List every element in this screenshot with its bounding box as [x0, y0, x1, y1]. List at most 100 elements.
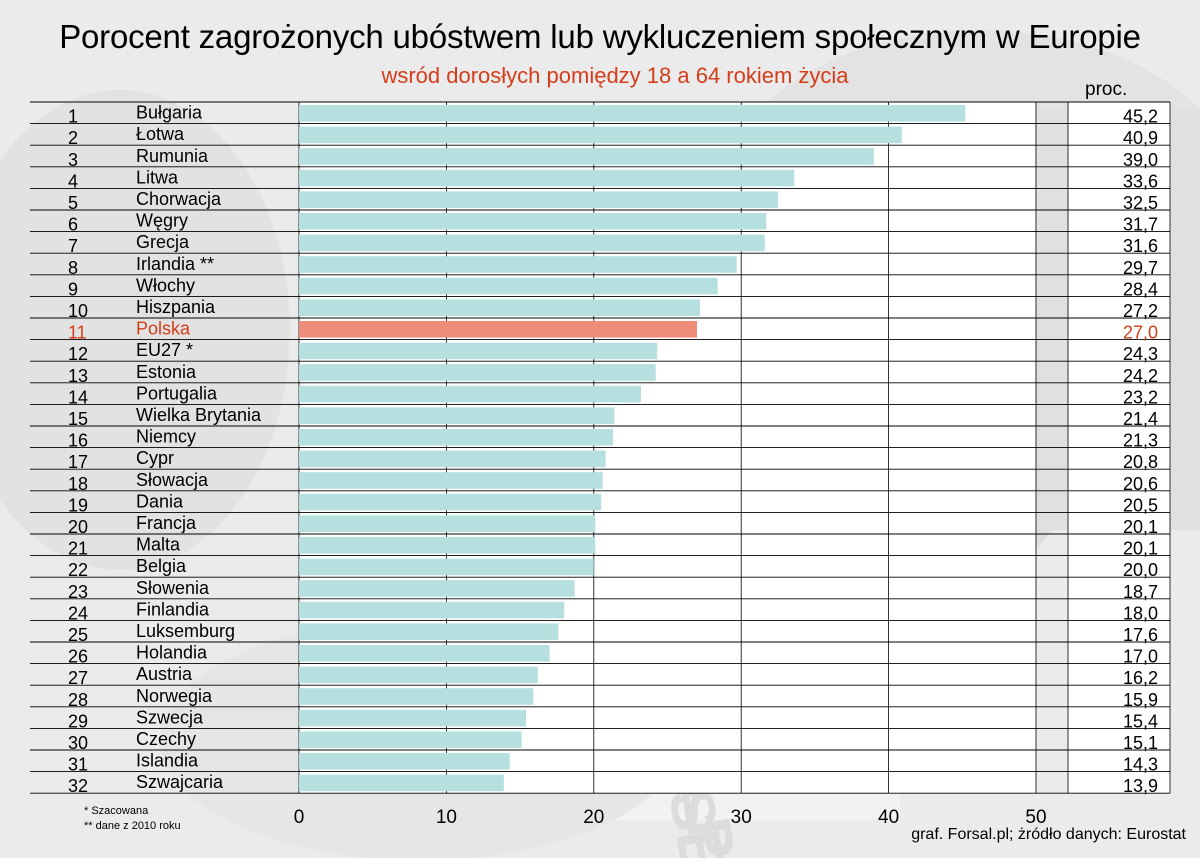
country-label: Dania	[136, 491, 184, 511]
bar	[299, 256, 737, 273]
country-label: Belgia	[136, 556, 187, 576]
value-label: 17,0	[1123, 647, 1158, 667]
rank-label: 30	[68, 733, 88, 753]
country-label: Chorwacja	[136, 189, 222, 209]
rank-label: 1	[68, 107, 78, 127]
chart-title: Porocent zagrożonych ubóstwem lub wykluc…	[59, 18, 1141, 55]
country-label: Francja	[136, 513, 197, 533]
rank-label: 16	[68, 431, 88, 451]
value-label: 20,8	[1123, 452, 1158, 472]
rank-label: 15	[68, 409, 88, 429]
country-label: Luksemburg	[136, 621, 235, 641]
rank-label: 28	[68, 690, 88, 710]
value-label: 14,3	[1123, 755, 1158, 775]
country-label: Litwa	[136, 167, 179, 187]
value-label: 20,5	[1123, 495, 1158, 515]
x-tick-label: 20	[583, 807, 604, 828]
value-label: 21,4	[1123, 409, 1158, 429]
value-label: 40,9	[1123, 128, 1158, 148]
bar	[299, 666, 538, 684]
country-label: Norwegia	[136, 686, 213, 706]
value-label: 18,7	[1123, 582, 1158, 602]
value-label: 21,3	[1123, 431, 1158, 451]
bar	[299, 601, 565, 619]
bar	[299, 731, 522, 748]
bar	[299, 148, 874, 165]
rank-label: 5	[68, 193, 78, 213]
bar	[299, 234, 765, 252]
country-label: Holandia	[136, 643, 208, 663]
bar	[299, 450, 606, 468]
bar	[299, 213, 767, 230]
rank-label: 26	[68, 647, 88, 667]
value-label: 27,0	[1123, 323, 1158, 343]
bar	[299, 364, 656, 381]
x-tick-label: 50	[1025, 807, 1046, 828]
bar	[299, 709, 526, 727]
country-label: Austria	[136, 664, 193, 684]
rank-label: 4	[68, 171, 78, 191]
value-label: 18,0	[1123, 603, 1158, 623]
bar	[299, 321, 697, 338]
value-label: 16,2	[1123, 668, 1158, 688]
rank-label: 9	[68, 279, 78, 299]
rank-label: 22	[68, 560, 88, 580]
value-label: 24,3	[1123, 344, 1158, 364]
country-label: Łotwa	[136, 124, 185, 144]
country-label: Czechy	[136, 729, 196, 749]
country-label: Malta	[136, 535, 181, 555]
value-label: 20,0	[1123, 560, 1158, 580]
rank-label: 7	[68, 236, 78, 256]
bar	[299, 105, 966, 122]
rank-label: 24	[68, 603, 88, 623]
bar	[299, 429, 613, 446]
country-label: Irlandia **	[136, 254, 214, 274]
country-label: Węgry	[136, 211, 188, 231]
value-label: 23,2	[1123, 387, 1158, 407]
bar	[299, 191, 779, 208]
country-label: Włochy	[136, 275, 195, 295]
bar	[299, 385, 641, 403]
bar	[299, 299, 700, 316]
value-label: 15,9	[1123, 690, 1158, 710]
rank-label: 20	[68, 517, 88, 537]
country-label: Słowacja	[136, 470, 209, 490]
value-label: 31,7	[1123, 215, 1158, 235]
country-label: Grecja	[136, 232, 190, 252]
rank-label: 3	[68, 150, 78, 170]
bar	[299, 623, 559, 640]
bar	[299, 558, 594, 576]
bar	[299, 688, 534, 705]
value-label: 28,4	[1123, 279, 1158, 299]
bar	[299, 407, 615, 424]
x-tick-label: 30	[731, 807, 752, 828]
value-label: 15,1	[1123, 733, 1158, 753]
rank-label: 21	[68, 539, 88, 559]
country-label: Rumunia	[136, 146, 209, 166]
country-label: Cypr	[136, 448, 174, 468]
x-tick-label: 40	[878, 807, 899, 828]
rank-label: 23	[68, 582, 88, 602]
country-label: Hiszpania	[136, 297, 216, 317]
value-label: 20,6	[1123, 474, 1158, 494]
value-label: 31,6	[1123, 236, 1158, 256]
bar	[299, 342, 658, 360]
value-label: 32,5	[1123, 193, 1158, 213]
bar	[299, 126, 902, 144]
rank-label: 10	[68, 301, 88, 321]
rank-label: 31	[68, 755, 88, 775]
rank-label: 17	[68, 452, 88, 472]
bar	[299, 645, 550, 662]
x-tick-label: 0	[294, 807, 305, 828]
value-label: 29,7	[1123, 258, 1158, 278]
rank-label: 6	[68, 215, 78, 235]
footnote-estimated: * Szacowana	[84, 805, 149, 817]
source-note: graf. Forsal.pl; żródło danych: Eurostat	[911, 826, 1186, 843]
value-label: 33,6	[1123, 171, 1158, 191]
bar	[299, 169, 795, 187]
chart-subtitle: wsród dorosłych pomiędzy 18 a 64 rokiem …	[381, 63, 849, 88]
value-label: 20,1	[1123, 517, 1158, 537]
value-label: 15,4	[1123, 711, 1158, 731]
country-label: Finlandia	[136, 599, 210, 619]
rank-label: 13	[68, 366, 88, 386]
